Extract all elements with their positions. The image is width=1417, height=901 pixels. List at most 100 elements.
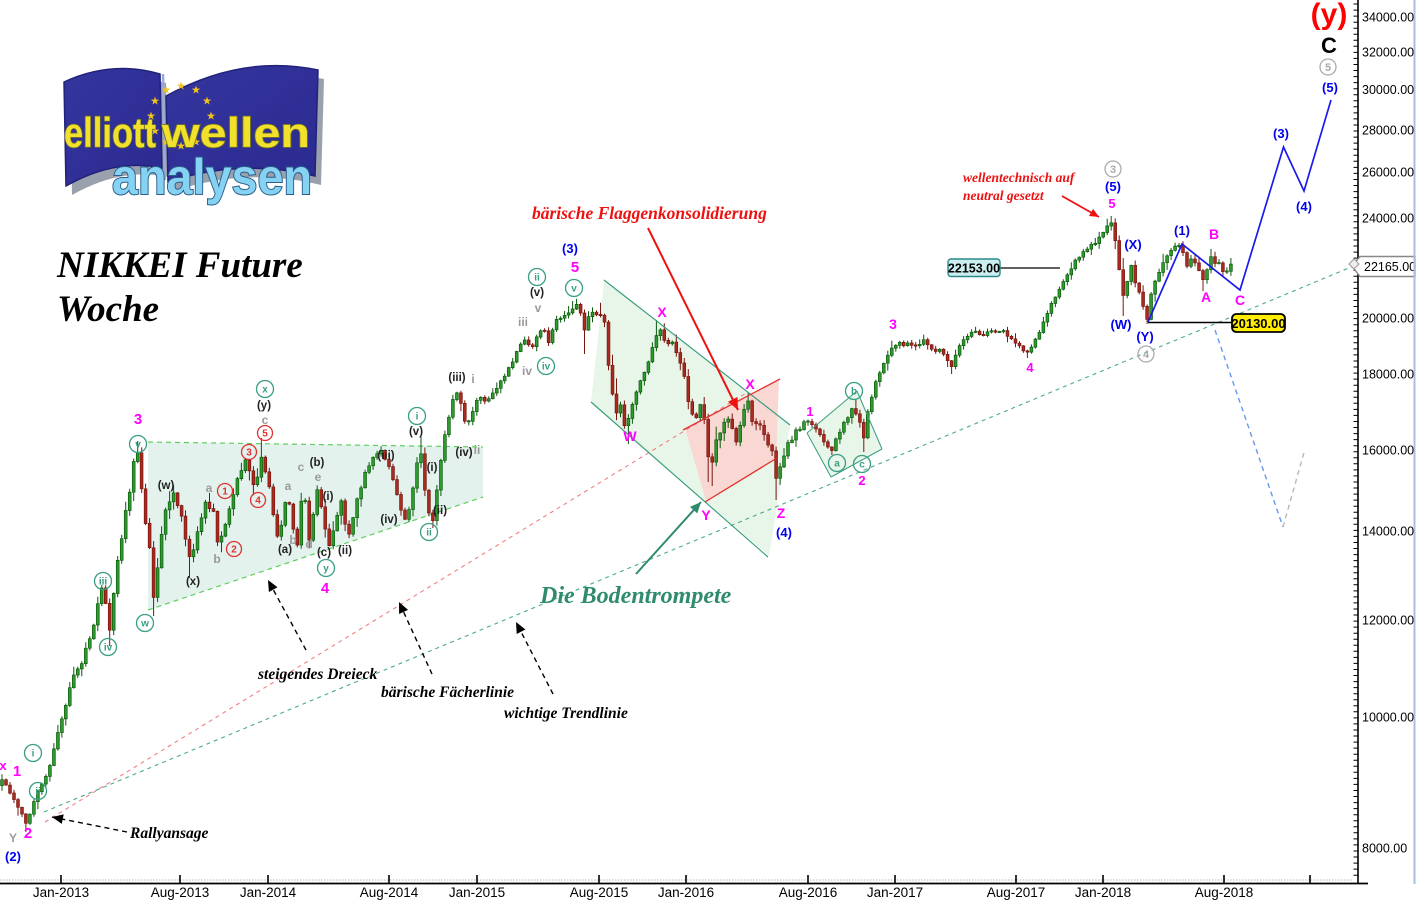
svg-text:20000.00: 20000.00 — [1362, 312, 1414, 326]
svg-text:iv: iv — [104, 643, 113, 654]
svg-text:Aug-2018: Aug-2018 — [1195, 885, 1254, 900]
svg-text:★: ★ — [207, 111, 216, 122]
svg-text:4: 4 — [1143, 349, 1150, 361]
svg-text:1: 1 — [806, 404, 813, 419]
svg-text:e: e — [315, 470, 322, 484]
svg-text:★: ★ — [147, 111, 156, 122]
svg-text:10000.00: 10000.00 — [1362, 711, 1414, 725]
svg-text:b: b — [851, 387, 857, 398]
svg-text:4: 4 — [321, 580, 330, 597]
svg-text:22153.00: 22153.00 — [948, 262, 1000, 276]
svg-text:5: 5 — [1108, 196, 1115, 211]
svg-text:4: 4 — [1026, 360, 1034, 375]
svg-text:★: ★ — [162, 85, 171, 96]
svg-text:w: w — [140, 619, 149, 630]
svg-text:wichtige Trendlinie: wichtige Trendlinie — [504, 705, 628, 722]
svg-text:iii: iii — [518, 315, 528, 329]
svg-text:a: a — [206, 481, 213, 495]
svg-text:(3): (3) — [1273, 126, 1289, 141]
svg-text:3: 3 — [134, 411, 142, 428]
svg-text:8000.00: 8000.00 — [1362, 842, 1407, 856]
svg-text:12000.00: 12000.00 — [1362, 614, 1414, 628]
svg-text:★: ★ — [162, 137, 171, 148]
svg-text:Y: Y — [9, 831, 17, 845]
svg-text:24000.00: 24000.00 — [1362, 212, 1414, 226]
svg-text:★: ★ — [203, 126, 212, 137]
svg-text:(w): (w) — [158, 480, 175, 492]
svg-text:(a): (a) — [278, 544, 292, 556]
svg-text:wellen: wellen — [161, 109, 310, 156]
svg-text:(i): (i) — [427, 462, 438, 474]
svg-text:(4): (4) — [776, 525, 792, 540]
svg-text:3: 3 — [246, 448, 252, 459]
svg-text:C: C — [1235, 292, 1245, 308]
svg-text:5: 5 — [262, 429, 268, 440]
svg-text:(1): (1) — [1174, 223, 1190, 238]
svg-text:Aug-2014: Aug-2014 — [360, 885, 419, 900]
svg-text:(v): (v) — [409, 426, 423, 438]
svg-text:(i): (i) — [323, 491, 334, 503]
svg-text:Jan-2017: Jan-2017 — [867, 885, 923, 900]
svg-text:★: ★ — [177, 141, 186, 152]
svg-text:3: 3 — [1110, 164, 1116, 176]
svg-text:22165.00: 22165.00 — [1364, 260, 1416, 274]
svg-text:(5): (5) — [1105, 179, 1121, 194]
svg-text:26000.00: 26000.00 — [1362, 166, 1414, 180]
svg-text:Rallyansage: Rallyansage — [129, 825, 208, 842]
svg-text:(y): (y) — [1311, 0, 1348, 31]
svg-text:2: 2 — [24, 825, 32, 842]
svg-text:v: v — [135, 440, 141, 451]
svg-text:i: i — [471, 372, 474, 386]
svg-text:Aug-2017: Aug-2017 — [987, 885, 1046, 900]
svg-text:c: c — [859, 460, 865, 471]
svg-text:steigendes Dreieck: steigendes Dreieck — [257, 666, 377, 683]
svg-text:(iv): (iv) — [455, 447, 472, 459]
svg-text:bärische Fächerlinie: bärische Fächerlinie — [381, 684, 514, 701]
svg-text:Jan-2018: Jan-2018 — [1075, 885, 1131, 900]
svg-text:2: 2 — [231, 545, 237, 556]
svg-text:(3): (3) — [562, 241, 578, 256]
svg-text:c: c — [298, 460, 305, 474]
svg-text:28000.00: 28000.00 — [1362, 124, 1414, 138]
svg-text:(4): (4) — [1296, 199, 1312, 214]
svg-text:(ii): (ii) — [338, 545, 352, 557]
svg-text:c: c — [262, 413, 269, 427]
svg-text:A: A — [1201, 289, 1211, 305]
svg-text:(iii): (iii) — [377, 450, 394, 462]
svg-text:x: x — [262, 385, 268, 396]
svg-text:neutral gesetzt: neutral gesetzt — [963, 188, 1045, 203]
svg-text:v: v — [571, 284, 577, 295]
svg-text:iv: iv — [522, 364, 532, 378]
svg-text:(b): (b) — [310, 457, 325, 469]
svg-text:(iii): (iii) — [448, 372, 465, 384]
svg-text:(y): (y) — [257, 400, 271, 412]
svg-text:W: W — [623, 428, 637, 444]
svg-text:(5): (5) — [1322, 80, 1338, 95]
svg-text:4: 4 — [255, 496, 261, 507]
svg-text:a: a — [285, 479, 292, 493]
svg-text:5: 5 — [571, 259, 579, 276]
svg-text:Jan-2014: Jan-2014 — [240, 885, 297, 900]
svg-text:(Y): (Y) — [1136, 329, 1153, 344]
svg-text:Y: Y — [701, 507, 711, 523]
svg-text:X: X — [745, 376, 755, 392]
svg-text:(X): (X) — [1124, 237, 1141, 252]
svg-text:(c): (c) — [317, 547, 331, 559]
svg-text:(v): (v) — [530, 287, 544, 299]
svg-text:★: ★ — [151, 96, 160, 107]
svg-text:Woche: Woche — [57, 289, 159, 330]
svg-text:34000.00: 34000.00 — [1362, 11, 1414, 25]
svg-text:wellentechnisch auf: wellentechnisch auf — [963, 170, 1076, 185]
svg-text:X: X — [657, 304, 667, 320]
svg-text:v: v — [535, 301, 542, 315]
svg-text:d: d — [305, 537, 312, 551]
svg-text:ii: ii — [534, 273, 540, 284]
svg-text:★: ★ — [151, 126, 160, 137]
svg-text:i: i — [32, 749, 35, 760]
svg-text:(ii): (ii) — [433, 505, 447, 517]
svg-text:★: ★ — [203, 96, 212, 107]
svg-text:ii: ii — [35, 787, 41, 798]
svg-text:20130.00: 20130.00 — [1231, 316, 1285, 331]
svg-text:32000.00: 32000.00 — [1362, 46, 1414, 60]
svg-text:2: 2 — [858, 473, 865, 488]
